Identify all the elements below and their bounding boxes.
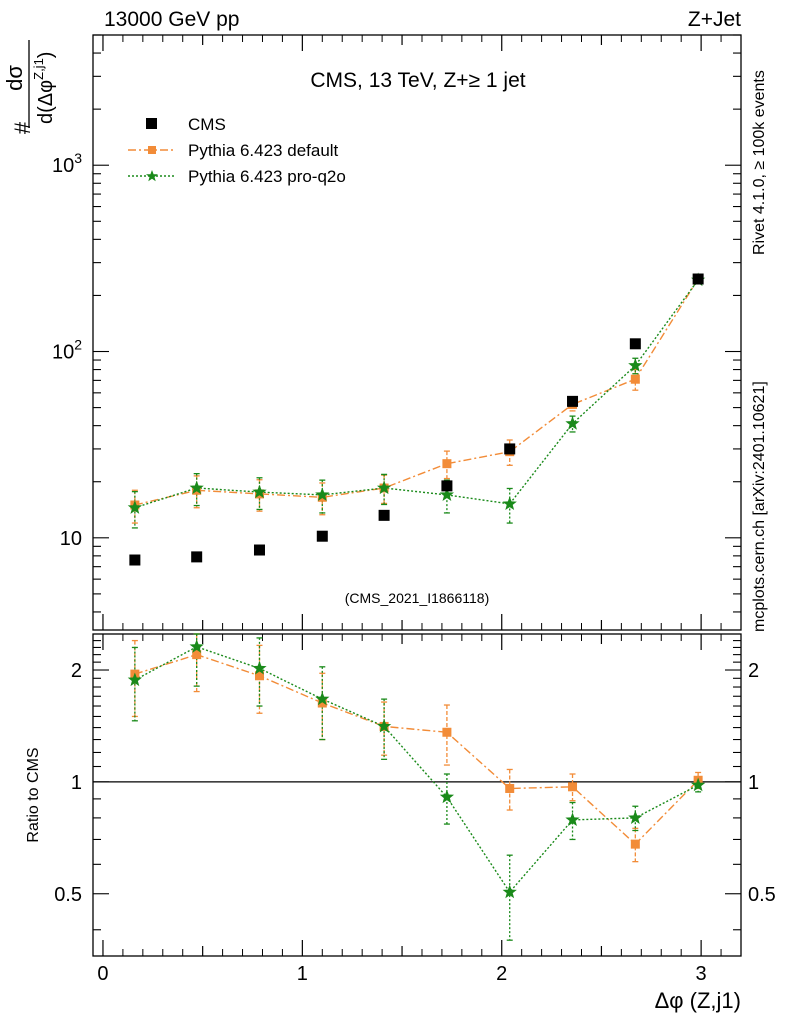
data-point-cms [378,509,390,521]
y-tick-exponent: 2 [74,337,82,353]
y-tick-label: 10 [60,528,82,550]
y-tick-exponent: 3 [74,150,82,166]
legend-marker-pythia-default [148,146,156,154]
ratio-point-pythia-proq2o [252,660,267,675]
ratio-y-tick-label-right: 0.5 [748,884,776,906]
data-point-cms [629,338,641,350]
ratio-point-pythia-default [442,727,452,737]
ratio-series [127,633,706,941]
main-series [127,272,706,566]
data-point-cms [129,554,141,566]
ratio-point-pythia-proq2o [439,789,455,804]
data-point-cms [316,530,328,542]
data-point-pythia-proq2o [127,500,142,514]
header-left: 13000 GeV pp [104,8,239,31]
main-panel-frame [92,34,742,631]
ratio-point-pythia-default [630,839,640,849]
analysis-watermark: (CMS_2021_I1866118) [345,590,490,606]
data-point-pythia-proq2o [315,487,330,501]
rivet-label: Rivet 4.1.0, ≥ 100k events [751,70,768,255]
data-point-pythia-proq2o [252,484,267,499]
legend-marker-pythia-proq2o [146,170,158,182]
series-line-2 [134,279,699,509]
data-point-pythia-proq2o [628,358,643,372]
x-tick-label: 3 [696,963,707,985]
ratio-point-pythia-proq2o [127,672,142,687]
ratio-point-pythia-proq2o [565,812,580,826]
x-tick-label: 1 [297,963,308,985]
ylabel-close: ) [35,52,57,59]
ratio-point-pythia-proq2o [376,718,392,733]
ratio-point-pythia-proq2o [628,810,643,824]
main-y-axis-label: # dσ d(ΔφZ,j1) [2,40,57,134]
ratio-point-pythia-proq2o [189,639,204,653]
ratio-y-tick-label: 1 [71,772,82,794]
ratio-line-2 [134,646,699,894]
data-point-pythia-proq2o [376,480,392,495]
ylabel-num: dσ [2,65,27,91]
legend-label-pythia-default: Pythia 6.423 default [188,141,339,160]
data-point-pythia-proq2o [439,487,455,501]
ratio-point-pythia-proq2o [502,884,517,899]
ratio-y-tick-label-right: 2 [748,660,759,682]
data-point-cms [253,544,265,556]
x-axis-label: Δφ (Z,j1) [655,988,741,1013]
ratio-point-pythia-default [254,671,264,681]
data-point-pythia-proq2o [502,496,517,510]
y-tick-base: 10 [60,528,82,550]
y-tick-base: 10 [52,155,74,177]
legend: CMS Pythia 6.423 default Pythia 6.423 pr… [128,115,346,186]
ratio-point-pythia-default [317,698,327,708]
x-tick-label: 2 [496,963,507,985]
data-point-cms [441,480,453,492]
mcplots-label: mcplots.cern.ch [arXiv:2401.10621] [751,381,768,632]
legend-marker-cms [146,118,157,129]
x-tick-label: 0 [97,963,108,985]
ratio-point-pythia-default [192,650,202,660]
data-point-pythia-default [630,374,640,384]
ylabel-den: d(ΔφZ,j1) [31,52,57,124]
data-point-cms [692,273,704,285]
ratio-y-tick-label: 0.5 [54,884,82,906]
ylabel-sup: Z,j1 [31,58,46,80]
y-tick-label: 102 [52,337,82,364]
data-point-cms [567,395,579,407]
y-tick-label: 103 [52,150,82,177]
ratio-y-tick-label: 2 [71,660,82,682]
ratio-line-1 [134,653,699,846]
header-right: Z+Jet [688,8,741,31]
axis-ticks [93,34,742,956]
legend-item-pythia-proq2o: Pythia 6.423 pro-q2o [128,167,346,186]
ratio-y-axis-label: Ratio to CMS [25,747,42,842]
ratio-point-pythia-default [505,783,515,793]
series-line-1 [134,278,699,506]
data-point-pythia-proq2o [189,480,204,495]
chart-title: CMS, 13 TeV, Z+≥ 1 jet [310,69,525,92]
ratio-point-pythia-proq2o [691,777,706,792]
legend-item-cms: CMS [146,115,226,134]
legend-label-pythia-proq2o: Pythia 6.423 pro-q2o [188,167,346,186]
data-point-cms [191,551,203,563]
ylabel-den-text: d(Δφ [35,80,57,124]
ratio-panel-frame [92,633,742,957]
legend-label-cms: CMS [188,115,226,134]
data-point-pythia-default [442,459,452,469]
ylabel-hash: # [10,121,35,134]
legend-item-pythia-default: Pythia 6.423 default [128,141,339,160]
data-point-cms [504,443,516,455]
ratio-point-pythia-default [568,782,578,792]
ratio-y-tick-label-right: 1 [748,772,759,794]
data-point-pythia-proq2o [565,416,580,430]
ratio-point-pythia-proq2o [315,691,330,706]
y-tick-base: 10 [52,342,74,364]
